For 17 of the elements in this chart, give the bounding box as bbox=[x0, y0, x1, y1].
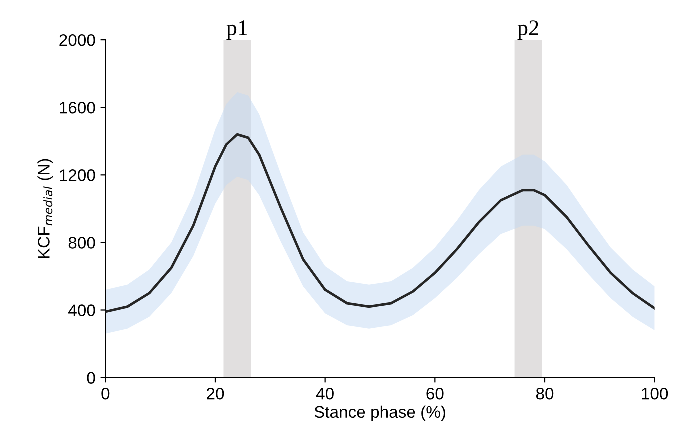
x-tick-label: 40 bbox=[316, 388, 334, 400]
x-tick-label: 20 bbox=[207, 388, 224, 400]
x-tick-label: 80 bbox=[536, 388, 554, 400]
y-tick-label: 1200 bbox=[60, 170, 96, 182]
x-axis-title: Stance phase (%) bbox=[314, 406, 446, 422]
band-label: p1 bbox=[226, 20, 248, 40]
x-tick-label: 0 bbox=[102, 388, 110, 400]
y-tick-label: 0 bbox=[87, 372, 96, 384]
y-tick-label: 1600 bbox=[60, 102, 96, 114]
band-label: p2 bbox=[518, 20, 538, 40]
y-tick-label: 400 bbox=[68, 304, 96, 316]
y-axis-title: KCF$_{medial}$ (N) bbox=[38, 159, 54, 258]
y-tick-label: 800 bbox=[68, 237, 96, 249]
y-tick-label: 2000 bbox=[60, 34, 96, 46]
x-tick-label: 100 bbox=[642, 388, 668, 400]
x-tick-label: 60 bbox=[426, 388, 444, 400]
line-series bbox=[106, 133, 655, 314]
